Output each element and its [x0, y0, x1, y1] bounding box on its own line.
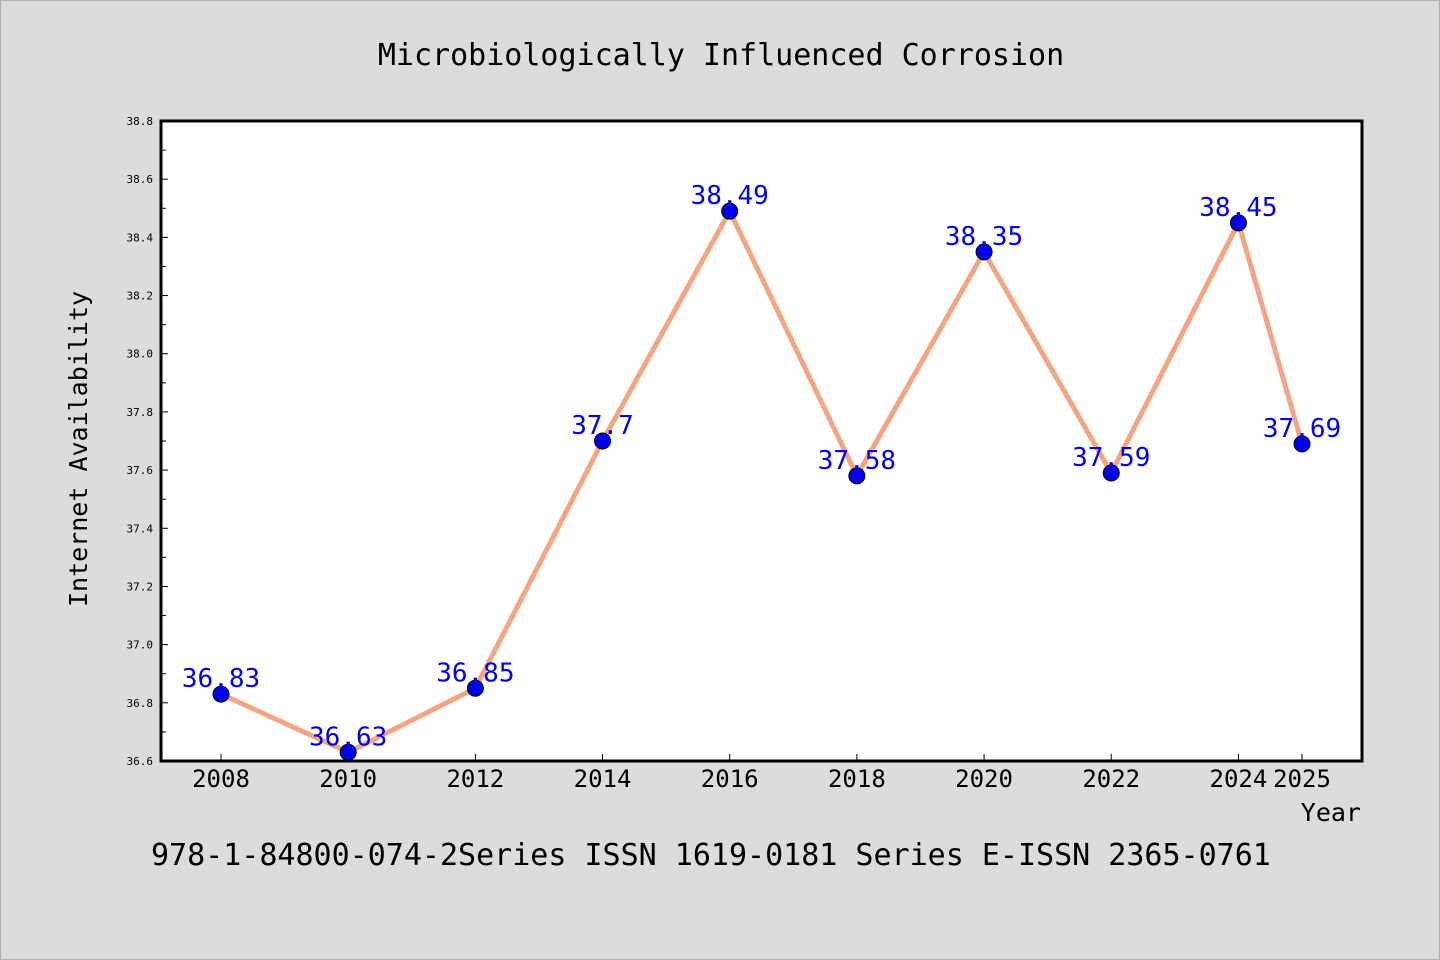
y-tick-label: 38.8 [127, 115, 154, 128]
plot-area [159, 119, 1364, 763]
data-point [339, 743, 357, 761]
data-point [594, 432, 612, 450]
y-tick-label: 36.8 [127, 697, 154, 710]
data-label: 38.45 [1199, 193, 1277, 223]
y-tick-label: 37.8 [127, 406, 154, 419]
data-markers [212, 202, 1311, 761]
y-tick-label: 38.0 [127, 348, 154, 361]
data-label: 38.35 [945, 222, 1023, 252]
data-label: 37.69 [1263, 414, 1341, 444]
y-axis: 36.6 36.8 37.0 37.2 37.4 37.6 37.8 38.0 38.2 38.4… [127, 115, 168, 768]
y-tick-label: 37.6 [127, 464, 154, 477]
x-tick-label: 2022 [1082, 765, 1140, 793]
footer-text: 978-1-84800-074-2Series ISSN 1619-0181 S… [151, 838, 1271, 873]
data-point [212, 685, 230, 703]
data-point [848, 467, 866, 485]
data-point [1293, 435, 1311, 453]
data-point [975, 243, 993, 261]
chart-title: Microbiologically Influenced Corrosion [378, 38, 1064, 73]
series-line-layer [218, 208, 1305, 755]
data-label: 36.63 [309, 722, 387, 752]
y-axis-label: Internet Availability [64, 291, 93, 607]
data-point [721, 202, 739, 220]
data-point [466, 679, 484, 697]
x-tick-label: 2010 [319, 765, 377, 793]
x-axis-label: Year [1301, 798, 1361, 827]
series-line [218, 208, 1305, 755]
x-tick-label: 2014 [574, 765, 632, 793]
data-label: 37.58 [818, 446, 896, 476]
y-tick-label: 38.2 [127, 290, 154, 303]
data-label: 36.83 [182, 664, 260, 694]
data-label: 37.59 [1072, 443, 1150, 473]
y-tick-label: 37.0 [127, 639, 154, 652]
y-tick-label: 37.2 [127, 580, 154, 593]
data-label: 37.7 [571, 411, 634, 441]
x-axis: 2008 2010 2012 2014 2016 2018 2020 2022 2024 2025 [192, 754, 1331, 793]
x-tick-label: 2008 [192, 765, 250, 793]
y-tick-label: 36.6 [127, 755, 154, 768]
data-point [1102, 464, 1120, 482]
data-point [1229, 214, 1247, 232]
data-labels: 36.83 36.63 36.85 37.7 38.49 37.58 38.35 37.59 3… [182, 181, 1341, 752]
data-label: 36.85 [436, 658, 514, 688]
x-tick-label: 2020 [955, 765, 1013, 793]
x-tick-label: 2025 [1273, 765, 1331, 793]
y-tick-label: 38.4 [127, 231, 154, 244]
data-label: 38.49 [691, 181, 769, 211]
y-tick-label: 38.6 [127, 173, 154, 186]
x-tick-label: 2012 [446, 765, 504, 793]
y-tick-label: 37.4 [127, 522, 154, 535]
x-tick-label: 2018 [828, 765, 886, 793]
x-tick-label: 2016 [701, 765, 759, 793]
x-tick-label: 2024 [1210, 765, 1268, 793]
